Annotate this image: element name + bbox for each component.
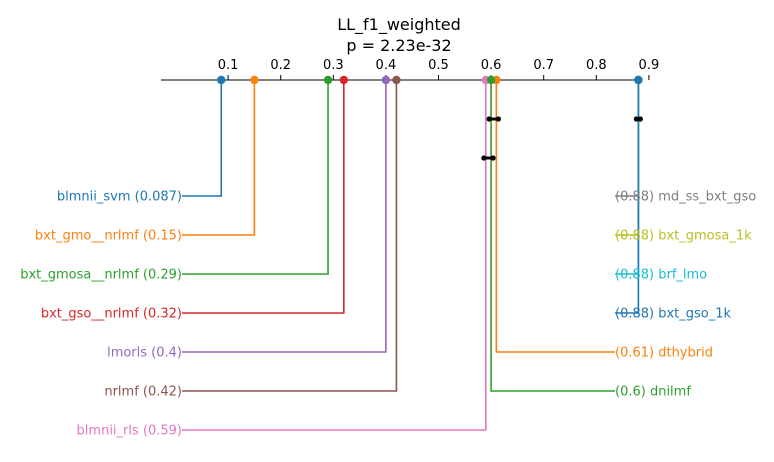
method-marker xyxy=(634,75,643,85)
method-line xyxy=(182,80,223,197)
axis-tick-label: 0.2 xyxy=(270,58,291,73)
method-line xyxy=(495,80,615,353)
axis-tick-label: 0.5 xyxy=(428,58,449,73)
axis-tick-label: 0.7 xyxy=(533,58,554,73)
method-lines xyxy=(182,80,640,431)
method-marker xyxy=(323,75,333,85)
axis-tick-label: 0.6 xyxy=(481,58,502,73)
chart-subtitle: p = 2.23e-32 xyxy=(346,36,451,55)
method-label: (0.61) dthybrid xyxy=(615,346,713,361)
method-label: bxt_gmosa__nrlmf (0.29) xyxy=(20,268,182,283)
method-marker xyxy=(381,75,391,85)
method-label: nrlmf (0.42) xyxy=(104,385,182,400)
method-marker xyxy=(217,75,226,85)
method-label: bxt_gmo__nrlmf (0.15) xyxy=(35,229,182,244)
method-label: (0.88) bxt_gso_1k xyxy=(615,307,732,322)
axis-ticks: 0.1 0.2 0.3 0.4 0.5 0.6 0.7 0.8 0.9 xyxy=(218,58,659,80)
clique-end xyxy=(481,155,487,161)
method-line xyxy=(182,80,329,275)
method-marker xyxy=(392,75,401,85)
axis-tick-label: 0.9 xyxy=(639,58,660,73)
method-marker xyxy=(339,75,349,85)
method-marker xyxy=(486,75,496,85)
method-line xyxy=(490,80,615,392)
clique-end xyxy=(486,116,492,122)
method-line xyxy=(615,80,640,197)
method-line xyxy=(615,80,640,236)
clique-end xyxy=(633,116,639,122)
method-line xyxy=(182,80,487,431)
method-markers xyxy=(217,75,643,85)
method-line xyxy=(615,80,640,314)
method-line xyxy=(182,80,387,353)
method-line xyxy=(182,80,256,236)
method-line xyxy=(182,80,345,314)
method-marker xyxy=(250,75,259,85)
clique-end xyxy=(495,116,501,122)
axis-tick-label: 0.4 xyxy=(376,58,397,73)
method-label: lmorls (0.4) xyxy=(107,346,182,361)
method-label: bxt_gso__nrlmf (0.32) xyxy=(41,307,182,322)
method-line xyxy=(615,80,640,275)
cliques xyxy=(481,116,643,161)
clique-end xyxy=(637,116,643,122)
clique-end xyxy=(490,155,496,161)
axis-tick-label: 0.8 xyxy=(586,58,607,73)
method-label: (0.6) dnilmf xyxy=(615,385,691,400)
method-label: blmnii_rls (0.59) xyxy=(77,424,182,439)
method-label: (0.88) bxt_gmosa_1k xyxy=(615,229,752,244)
axis-tick-label: 0.3 xyxy=(323,58,344,73)
method-line xyxy=(182,80,398,392)
axis-tick-label: 0.1 xyxy=(218,58,239,73)
chart-title: LL_f1_weighted xyxy=(337,15,461,35)
method-label: (0.88) md_ss_bxt_gso xyxy=(615,190,756,205)
method-label: blmnii_svm (0.087) xyxy=(57,190,182,205)
method-label: (0.88) brf_lmo xyxy=(615,268,707,283)
method-labels: blmnii_svm (0.087) bxt_gmo__nrlmf (0.15) b… xyxy=(20,190,756,439)
